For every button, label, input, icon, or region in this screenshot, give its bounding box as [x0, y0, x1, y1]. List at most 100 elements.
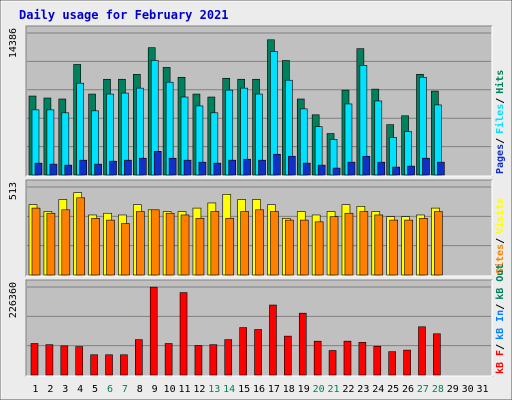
bar-kbytes-day-24 — [373, 345, 382, 376]
x-tick-label-day-24: 24 — [372, 384, 384, 395]
bar-pages-day-10 — [168, 157, 177, 176]
bar-pages-day-17 — [273, 153, 281, 176]
bar-kbytes-day-15 — [239, 327, 247, 376]
x-tick-label-day-15: 15 — [238, 384, 250, 395]
legend-pages: Pages — [495, 144, 506, 174]
bar-pages-day-28 — [437, 161, 445, 176]
panel-visitors: 513 Sites/ Visits — [8, 179, 506, 277]
bar-kbytes-day-14 — [224, 339, 233, 376]
bar-pages-day-5 — [94, 163, 102, 176]
y-max-label-requests: 14386 — [8, 28, 19, 58]
x-tick-label-day-2: 2 — [47, 384, 53, 395]
x-tick-label-day-7: 7 — [122, 384, 128, 395]
bar-sites-day-24 — [374, 214, 384, 276]
bar-kbytes-day-27 — [418, 326, 426, 376]
bar-sites-day-18 — [285, 219, 294, 276]
bar-kbytes-day-13 — [209, 344, 218, 376]
x-tick-label-day-13: 13 — [208, 384, 220, 395]
bar-kbytes-day-17 — [269, 304, 277, 376]
x-tick-label-day-9: 9 — [152, 384, 158, 395]
x-tick-label-day-31: 31 — [477, 384, 489, 395]
bar-kbytes-day-5 — [90, 354, 98, 376]
x-tick-label-day-27: 27 — [417, 384, 429, 395]
bar-pages-day-15 — [243, 158, 251, 176]
bar-sites-day-22 — [344, 212, 354, 276]
bar-sites-day-2 — [46, 212, 56, 276]
bar-pages-day-4 — [79, 159, 88, 176]
x-tick-label-day-10: 10 — [164, 384, 176, 395]
bar-kbytes-day-23 — [358, 342, 367, 376]
x-tick-label-day-23: 23 — [357, 384, 369, 395]
bar-pages-day-20 — [317, 164, 326, 176]
bar-kbytes-day-19 — [298, 312, 307, 376]
x-tick-label-day-22: 22 — [342, 384, 354, 395]
legend-kb-f: kB F — [495, 350, 506, 374]
bar-sites-day-20 — [314, 221, 324, 276]
bar-sites-day-10 — [165, 212, 175, 276]
x-tick-label-day-17: 17 — [268, 384, 280, 395]
legend-sites: Sites — [494, 244, 506, 274]
x-tick-label-day-29: 29 — [447, 384, 459, 395]
x-tick-label-day-6: 6 — [107, 384, 113, 395]
legend-separator: / — [495, 304, 506, 310]
x-tick-label-day-18: 18 — [283, 384, 295, 395]
x-tick-label-day-20: 20 — [313, 384, 325, 395]
bar-kbytes-day-1 — [30, 343, 39, 376]
x-tick-label-day-19: 19 — [298, 384, 310, 395]
bar-pages-day-12 — [198, 161, 207, 176]
bar-sites-day-9 — [150, 209, 160, 276]
bar-kbytes-day-18 — [284, 335, 292, 376]
bar-kbytes-day-4 — [75, 346, 84, 376]
x-tick-label-day-30: 30 — [462, 384, 474, 395]
bar-pages-day-24 — [377, 161, 386, 176]
bar-sites-day-16 — [255, 209, 264, 276]
legend-kb-in: kB In — [495, 310, 506, 340]
legend-hits: Hits — [494, 70, 506, 94]
bar-kbytes-day-25 — [388, 351, 396, 376]
legend-separator: / — [495, 238, 506, 244]
bar-kbytes-day-12 — [194, 345, 203, 376]
bar-pages-day-21 — [332, 167, 341, 176]
bar-kbytes-day-10 — [164, 343, 173, 376]
bar-sites-day-21 — [329, 216, 339, 276]
bar-kbytes-day-2 — [45, 344, 54, 376]
bar-pages-day-14 — [228, 159, 237, 176]
bar-sites-day-13 — [210, 211, 220, 276]
bar-pages-day-16 — [258, 159, 266, 176]
bar-sites-day-8 — [136, 211, 145, 276]
x-tick-label-day-11: 11 — [178, 384, 190, 395]
legend-visits: Visits — [494, 198, 506, 234]
x-tick-label-day-5: 5 — [92, 384, 98, 395]
y-max-label-volume: 226360 — [8, 282, 19, 318]
x-tick-label-day-12: 12 — [193, 384, 205, 395]
bar-kbytes-day-26 — [403, 349, 411, 376]
chart-title: Daily usage for February 2021 — [19, 8, 229, 22]
legend-files: Files — [494, 104, 506, 134]
bar-pages-day-22 — [347, 161, 356, 176]
bar-kbytes-day-9 — [149, 286, 158, 376]
bar-pages-day-18 — [288, 155, 296, 176]
bar-sites-day-3 — [61, 209, 71, 276]
x-tick-label-day-25: 25 — [387, 384, 399, 395]
bar-pages-day-6 — [109, 160, 117, 176]
bar-sites-day-4 — [76, 197, 86, 276]
x-tick-label-day-4: 4 — [77, 384, 83, 395]
legend-separator: / — [495, 138, 506, 144]
bar-kbytes-day-8 — [135, 339, 143, 376]
x-tick-label-day-21: 21 — [327, 384, 339, 395]
bar-pages-day-9 — [153, 151, 162, 176]
bar-pages-day-27 — [422, 157, 430, 176]
bar-sites-day-7 — [121, 223, 130, 276]
bar-sites-day-17 — [270, 211, 279, 276]
bar-sites-day-12 — [195, 218, 205, 276]
x-tick-label-day-26: 26 — [402, 384, 414, 395]
bar-pages-day-13 — [213, 162, 222, 176]
bar-kbytes-day-21 — [328, 350, 337, 376]
bar-pages-day-3 — [64, 164, 73, 176]
x-tick-label-day-8: 8 — [137, 384, 143, 395]
bar-sites-day-5 — [91, 218, 100, 276]
bar-kbytes-day-22 — [343, 340, 352, 376]
bar-sites-day-11 — [180, 214, 190, 276]
